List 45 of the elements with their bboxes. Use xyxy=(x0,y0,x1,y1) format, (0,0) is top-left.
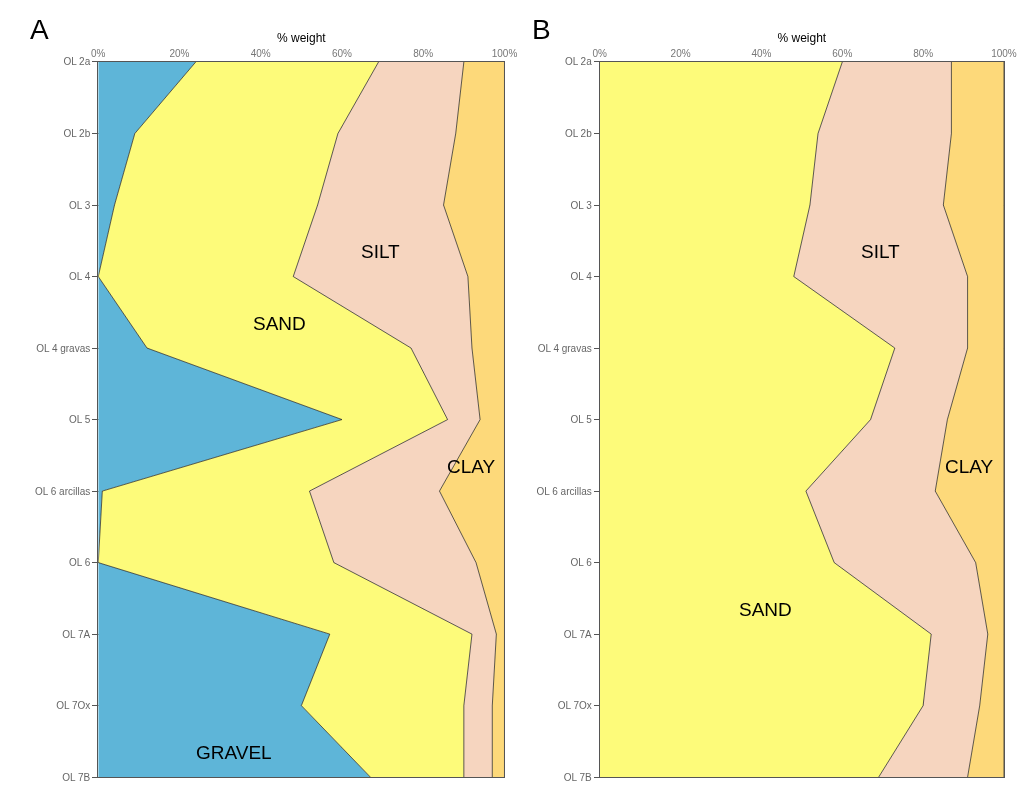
y-tick-label: OL 4 gravas xyxy=(537,342,592,354)
x-tick-label: 100% xyxy=(991,47,1017,59)
y-tick-label: OL 2a xyxy=(63,56,91,68)
x-tick-label: 60% xyxy=(331,47,353,59)
series-label: SAND xyxy=(739,599,792,620)
y-tick-label: OL 7Ox xyxy=(557,700,592,712)
y-tick-label: OL 7A xyxy=(563,628,593,640)
y-tick-label: OL 6 arcillas xyxy=(536,485,592,497)
series-label: CLAY xyxy=(945,456,994,477)
x-tick-label: 20% xyxy=(169,47,190,59)
y-tick-label: OL 6 arcillas xyxy=(35,485,91,497)
y-tick-label: OL 7Ox xyxy=(56,700,91,712)
x-tick-label: 0% xyxy=(91,47,106,59)
y-tick-label: OL 3 xyxy=(570,199,593,211)
x-tick-label: 100% xyxy=(491,47,518,59)
series-label: SILT xyxy=(361,241,401,262)
x-axis-title: % weight xyxy=(777,31,827,46)
y-tick-label: OL 2b xyxy=(63,128,91,140)
y-tick-label: OL 7B xyxy=(563,771,593,783)
x-tick-label: 0% xyxy=(592,47,608,59)
chart-title: B xyxy=(532,14,551,45)
x-axis-title: % weight xyxy=(277,31,327,46)
series-label: CLAY xyxy=(447,456,496,477)
series-label: SILT xyxy=(861,241,901,262)
series-label: SAND xyxy=(253,313,306,334)
y-tick-label: OL 4 xyxy=(68,271,91,283)
y-tick-label: OL 7A xyxy=(62,628,91,640)
x-tick-label: 20% xyxy=(670,47,691,59)
series-label: GRAVEL xyxy=(196,742,272,763)
x-tick-label: 40% xyxy=(250,47,271,59)
y-tick-label: OL 4 xyxy=(570,271,593,283)
y-tick-label: OL 2a xyxy=(564,56,593,68)
y-tick-label: OL 6 xyxy=(570,557,593,569)
y-tick-label: OL 2b xyxy=(564,128,593,140)
chart-title: A xyxy=(30,14,49,45)
y-tick-label: OL 4 gravas xyxy=(36,342,91,354)
y-tick-label: OL 7B xyxy=(62,771,91,783)
x-tick-label: 80% xyxy=(913,47,934,59)
y-tick-label: OL 3 xyxy=(68,199,91,211)
x-tick-label: 40% xyxy=(751,47,772,59)
y-tick-label: OL 5 xyxy=(570,414,593,426)
x-tick-label: 80% xyxy=(413,47,434,59)
x-tick-label: 60% xyxy=(832,47,853,59)
y-tick-label: OL 6 xyxy=(68,557,91,569)
y-tick-label: OL 5 xyxy=(68,414,91,426)
